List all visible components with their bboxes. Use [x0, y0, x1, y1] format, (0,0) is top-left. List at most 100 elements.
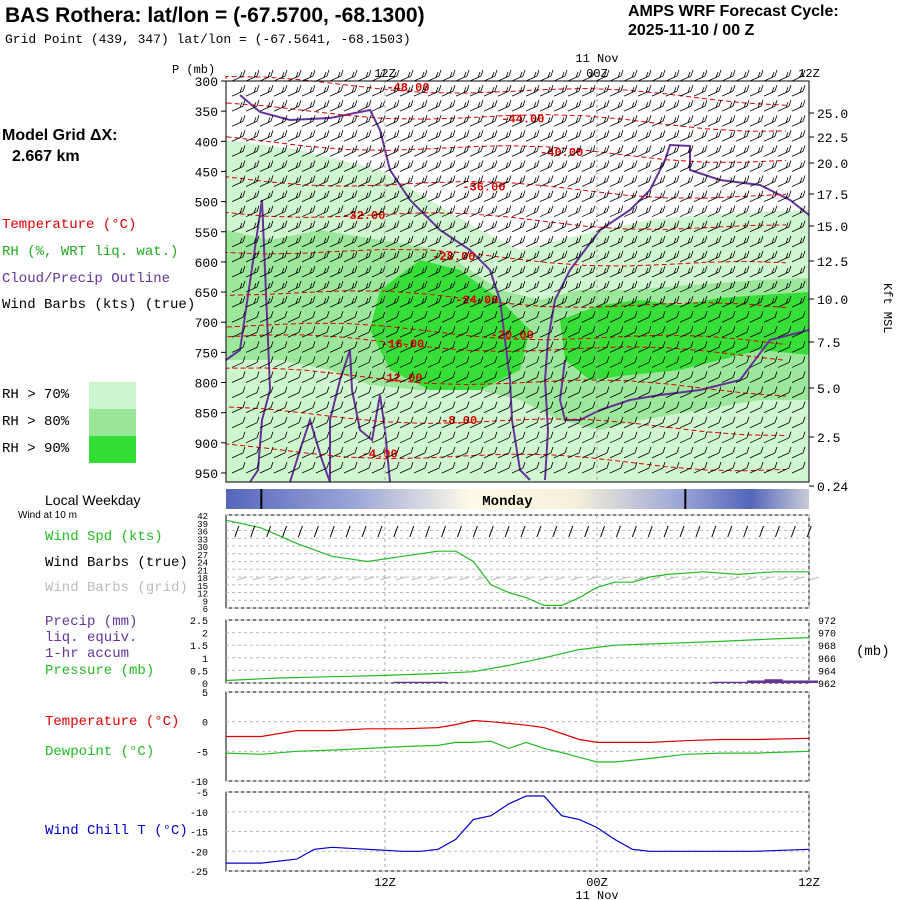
wind-barb-flag	[242, 220, 246, 227]
wind-barb-shaft	[371, 105, 384, 112]
wind-barb-shaft	[259, 256, 272, 263]
wind-barb-flag	[396, 416, 400, 423]
wind-barb	[245, 326, 260, 338]
wind-barb-flag	[494, 416, 498, 423]
wind-barb-flag	[746, 431, 750, 438]
wind-chill-line	[226, 795, 810, 864]
wind-barb-flag	[634, 371, 638, 378]
wind-barb	[455, 84, 470, 97]
wind-barb-flag	[368, 386, 372, 393]
wind-barb	[455, 311, 470, 323]
wind-barb	[609, 115, 624, 127]
wind-barb	[595, 190, 610, 202]
wind-barb	[609, 326, 624, 338]
wind-barb	[497, 446, 512, 459]
wind-barb-flag	[617, 207, 621, 214]
wind-barb-shaft	[791, 301, 804, 308]
wind-barb-shaft	[273, 422, 286, 429]
wind-barb-flag	[522, 235, 526, 242]
wind-barb	[735, 69, 750, 82]
wind-barb-shaft	[721, 422, 734, 429]
wind-barb-flag	[491, 162, 495, 169]
wind-barb	[637, 160, 652, 172]
wind-barb-flag	[718, 401, 722, 408]
wind-barb	[385, 205, 400, 218]
wind-barb	[273, 160, 288, 172]
wind-barb-flag	[690, 250, 694, 258]
wind-barb	[231, 371, 246, 383]
wind-barb-flag	[645, 297, 649, 304]
weekday-label: Monday	[482, 494, 533, 510]
surface-wind-barb	[679, 525, 685, 538]
wind-barb-flag	[732, 356, 736, 363]
grid-wind-barb	[522, 576, 534, 581]
wind-barb	[791, 431, 806, 444]
wind-barb-flag	[676, 84, 680, 92]
wind-barb-shaft	[301, 166, 314, 172]
wind-barb-flag	[256, 386, 260, 393]
wind-barb-flag	[743, 117, 747, 123]
wind-barb-flag	[732, 235, 736, 242]
wind-barb-flag	[690, 326, 694, 333]
wind-barb-shaft	[483, 452, 496, 459]
wind-barb-shaft	[371, 271, 384, 278]
wind-barb-flag	[298, 130, 302, 137]
wind-barb-shaft	[651, 211, 664, 218]
wind-barb	[581, 145, 596, 157]
wind-barb-shaft	[399, 90, 412, 97]
wind-barb-flag	[676, 296, 680, 303]
wind-barb-shaft	[301, 226, 314, 233]
wind-barb-shaft	[497, 211, 510, 218]
wind-barb-flag	[774, 69, 778, 77]
wind-barb	[301, 130, 316, 142]
wind-barb-flag	[298, 84, 302, 92]
wind-barb	[637, 296, 652, 308]
wind-barb-flag	[715, 297, 719, 304]
wind-barb-flag	[270, 341, 274, 348]
wind-barb-flag	[256, 416, 260, 423]
wind-barb-shaft	[511, 392, 524, 398]
wind-barb-shaft	[511, 256, 524, 263]
wind-barb-shaft	[679, 301, 692, 308]
wind-barb-flag	[379, 177, 383, 184]
wind-barb-shaft	[637, 467, 650, 474]
wind-barb-flag	[480, 84, 484, 92]
precip-liq-label: liq. equiv.	[45, 630, 138, 646]
forecast-cycle-value: 2025-11-10 / 00 Z	[628, 22, 755, 39]
wind-barb-flag	[424, 446, 428, 454]
wind-barb-shaft	[721, 346, 734, 353]
wind-barb-flag	[774, 205, 778, 212]
wind-barb-shaft	[791, 346, 804, 353]
wind-barb-flag	[281, 102, 285, 108]
wind-barb-flag	[354, 446, 358, 454]
wind-barb-shaft	[357, 166, 370, 172]
wind-barb-flag	[743, 102, 747, 108]
wind-barb-flag	[757, 297, 761, 304]
wind-barb-shaft	[567, 75, 580, 82]
wind-barb	[497, 296, 512, 308]
wind-barb-shaft	[357, 241, 370, 248]
wind-barb-flag	[379, 132, 383, 138]
wind-barb-flag	[298, 235, 302, 242]
wind-barb-flag	[295, 282, 299, 289]
wind-barb-shaft	[707, 211, 720, 218]
wind-barb-flag	[382, 175, 386, 182]
wind-barb-flag	[550, 235, 554, 242]
wind-barb-flag	[463, 192, 467, 199]
wind-barb	[357, 296, 372, 308]
wind-barb-shaft	[357, 377, 370, 383]
wind-barb-shaft	[231, 135, 244, 142]
cloud-outline-2	[558, 329, 810, 421]
wind-barb	[707, 431, 722, 444]
wind-barb-flag	[480, 69, 484, 77]
wind-barb-flag	[631, 162, 635, 169]
wind-barb	[427, 250, 442, 263]
wind-barb-flag	[673, 222, 677, 229]
wind-barb	[539, 145, 554, 157]
wind-barb	[413, 84, 428, 97]
wind-barb-flag	[382, 431, 386, 438]
rh-70-label: RH > 70%	[2, 387, 70, 403]
wind-barb-flag	[746, 356, 750, 363]
wind-barb-shaft	[777, 362, 790, 368]
wind-barb-shaft	[357, 256, 370, 263]
